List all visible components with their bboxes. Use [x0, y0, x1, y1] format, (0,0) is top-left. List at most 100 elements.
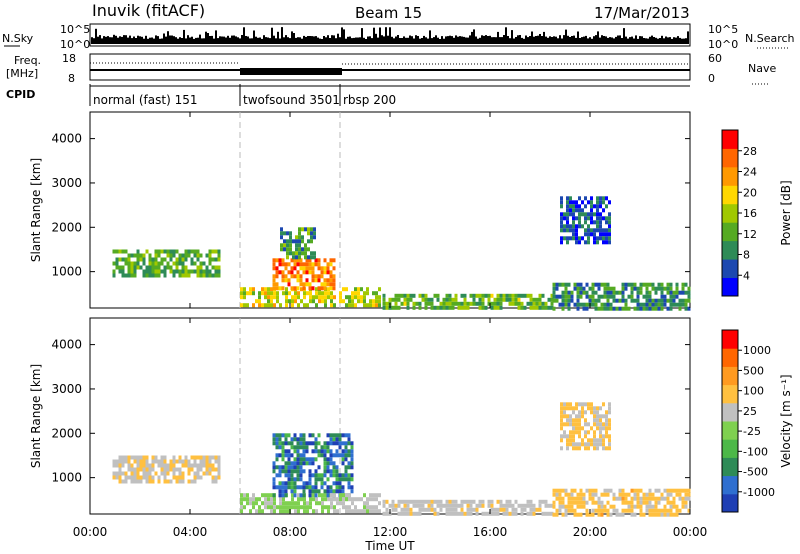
heatmap-cell — [310, 235, 313, 240]
nsky-bar — [133, 36, 135, 44]
heatmap-cell — [505, 507, 509, 512]
heatmap-cell — [605, 216, 608, 221]
heatmap-cell — [279, 303, 282, 308]
heatmap-cell — [457, 301, 461, 306]
heatmap-cell — [205, 265, 209, 270]
heatmap-cell — [544, 511, 548, 516]
heatmap-cell — [308, 485, 312, 490]
heatmap-cell — [121, 249, 125, 254]
heatmap-cell — [193, 479, 197, 484]
heatmap-cell — [648, 282, 652, 287]
heatmap-cell — [596, 228, 599, 233]
heatmap-cell — [329, 469, 333, 474]
heatmap-cell — [560, 196, 563, 201]
heatmap-cell — [579, 500, 583, 505]
heatmap-cell — [590, 438, 593, 443]
heatmap-cell — [112, 269, 116, 274]
heatmap-cell — [193, 261, 197, 266]
heatmap-cell — [505, 499, 509, 504]
heatmap-cell — [329, 453, 333, 458]
heatmap-cell — [299, 453, 303, 458]
heatmap-cell — [687, 294, 691, 299]
heatmap-cell — [320, 453, 324, 458]
heatmap-cell — [575, 430, 578, 435]
nsky-bar — [639, 36, 641, 44]
heatmap-cell — [298, 243, 301, 248]
nsky-bar — [299, 37, 301, 44]
heatmap-cell — [657, 302, 661, 307]
nsky-bar — [647, 38, 649, 44]
heatmap-cell — [460, 293, 464, 298]
heatmap-cell — [332, 461, 336, 466]
heatmap-cell — [563, 422, 566, 427]
freq-label-2: [MHz] — [6, 67, 38, 80]
heatmap-cell — [130, 265, 134, 270]
heatmap-cell — [326, 262, 330, 267]
heatmap-cell — [560, 240, 563, 245]
nsky-bar — [659, 38, 661, 44]
heatmap-cell — [317, 473, 321, 478]
heatmap-cell — [490, 301, 494, 306]
heatmap-cell — [127, 459, 131, 464]
heatmap-cell — [560, 422, 563, 427]
heatmap-cell — [472, 293, 476, 298]
heatmap-cell — [287, 282, 291, 287]
heatmap-cell — [579, 496, 583, 501]
heatmap-cell — [657, 306, 661, 311]
heatmap-cell — [275, 437, 279, 442]
heatmap-cell — [169, 479, 173, 484]
heatmap-cell — [578, 414, 581, 419]
heatmap-cell — [544, 301, 548, 306]
heatmap-cell — [569, 204, 572, 209]
heatmap-cell — [301, 227, 304, 232]
heatmap-region — [552, 282, 691, 311]
nsky-bar — [91, 37, 93, 44]
heatmap-cell — [296, 465, 300, 470]
heatmap-cell — [299, 445, 303, 450]
heatmap-cell — [169, 253, 173, 258]
heatmap-cell — [478, 305, 482, 310]
nsky-bar — [107, 36, 109, 44]
heatmap-cell — [217, 269, 221, 274]
heatmap-cell — [272, 282, 276, 287]
heatmap-cell — [338, 473, 342, 478]
heatmap-cell — [538, 293, 542, 298]
heatmap-cell — [657, 286, 661, 291]
heatmap-cell — [281, 445, 285, 450]
nsky-bar — [665, 36, 667, 44]
nsky-bar — [523, 38, 525, 44]
nsky-bar — [607, 37, 609, 44]
heatmap-cell — [572, 430, 575, 435]
heatmap-cell — [139, 459, 143, 464]
nsky-bar — [231, 35, 233, 44]
heatmap-cell — [502, 507, 506, 512]
heatmap-cell — [639, 488, 643, 493]
heatmap-cell — [278, 481, 282, 486]
heatmap-cell — [605, 430, 608, 435]
nsky-bar — [515, 37, 517, 44]
heatmap-cell — [624, 492, 628, 497]
heatmap-cell — [552, 290, 556, 295]
heatmap-cell — [121, 455, 125, 460]
heatmap-cell — [602, 240, 605, 245]
nsky-bar — [489, 35, 491, 44]
heatmap-cell — [308, 270, 312, 275]
heatmap-cell — [594, 500, 598, 505]
heatmap-cell — [214, 265, 218, 270]
heatmap-cell — [561, 500, 565, 505]
heatmap-cell — [284, 433, 288, 438]
heatmap-cell — [602, 236, 605, 241]
heatmap-cell — [324, 295, 327, 300]
heatmap-cell — [350, 445, 354, 450]
heatmap-cell — [133, 467, 137, 472]
heatmap-cell — [255, 497, 258, 502]
heatmap-cell — [457, 503, 461, 508]
heatmap-cell — [567, 290, 571, 295]
heatmap-cell — [385, 305, 389, 310]
heatmap-cell — [538, 305, 542, 310]
heatmap-cell — [596, 422, 599, 427]
heatmap-cell — [275, 453, 279, 458]
heatmap-cell — [605, 240, 608, 245]
heatmap-cell — [301, 239, 304, 244]
heatmap-cell — [608, 402, 611, 407]
